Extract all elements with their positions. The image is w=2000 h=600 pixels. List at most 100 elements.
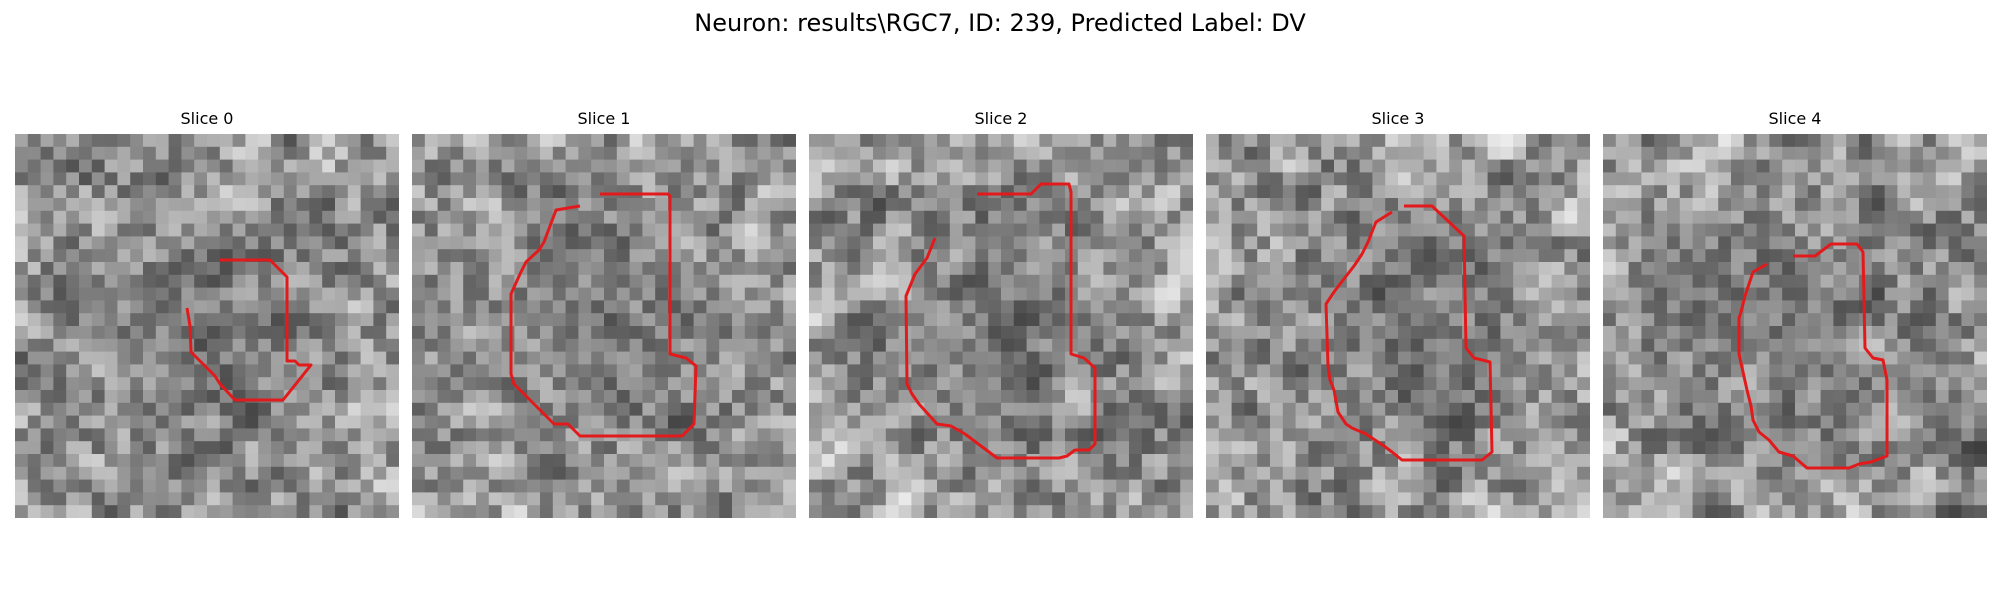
pixel bbox=[1935, 338, 1950, 353]
pixel bbox=[1423, 210, 1437, 225]
pixel bbox=[744, 313, 759, 327]
pixel bbox=[719, 249, 733, 263]
pixel bbox=[66, 428, 80, 442]
pixel bbox=[1692, 210, 1706, 225]
pixel bbox=[207, 249, 221, 263]
pixel bbox=[1141, 390, 1156, 404]
pixel bbox=[1346, 390, 1361, 404]
pixel bbox=[53, 198, 67, 212]
pixel bbox=[527, 287, 541, 301]
pixel bbox=[783, 159, 796, 173]
pixel bbox=[488, 390, 503, 404]
pixel bbox=[757, 210, 771, 225]
pixel bbox=[1718, 326, 1732, 340]
pixel bbox=[1410, 313, 1425, 327]
pixel bbox=[335, 338, 349, 353]
pixel bbox=[1500, 454, 1514, 468]
pixel bbox=[424, 390, 439, 404]
pixel bbox=[1052, 146, 1066, 161]
pixel bbox=[1807, 172, 1822, 186]
pixel bbox=[1769, 262, 1783, 276]
pixel bbox=[1948, 377, 1962, 391]
pixel bbox=[732, 428, 746, 442]
pixel bbox=[66, 159, 80, 173]
pixel bbox=[1346, 172, 1361, 186]
pixel bbox=[1487, 415, 1501, 429]
pixel bbox=[1615, 249, 1630, 263]
pixel bbox=[1077, 338, 1092, 353]
pixel bbox=[271, 466, 285, 481]
pixel bbox=[1282, 466, 1297, 481]
pixel bbox=[437, 249, 451, 263]
pixel bbox=[783, 466, 796, 481]
pixel bbox=[1039, 287, 1053, 301]
pixel bbox=[1718, 454, 1732, 468]
pixel bbox=[373, 428, 387, 442]
pixel bbox=[1871, 185, 1886, 199]
pixel bbox=[629, 351, 643, 365]
pixel bbox=[1577, 390, 1590, 404]
pixel bbox=[91, 236, 106, 250]
pixel bbox=[604, 326, 618, 340]
pixel bbox=[1372, 454, 1386, 468]
pixel bbox=[1474, 479, 1489, 493]
pixel bbox=[949, 351, 964, 365]
pixel bbox=[1129, 326, 1143, 340]
pixel bbox=[1129, 262, 1143, 276]
pixel bbox=[1705, 210, 1719, 225]
pixel bbox=[322, 172, 336, 186]
pixel bbox=[1820, 134, 1834, 148]
pixel bbox=[347, 415, 362, 429]
pixel bbox=[309, 441, 323, 455]
pixel bbox=[1013, 159, 1028, 173]
pixel bbox=[591, 415, 605, 429]
slice-0-title: Slice 0 bbox=[180, 109, 234, 128]
pixel bbox=[117, 390, 131, 404]
pixel bbox=[898, 223, 912, 237]
pixel bbox=[1141, 274, 1156, 289]
pixel bbox=[706, 236, 720, 250]
pixel bbox=[1795, 287, 1809, 301]
pixel bbox=[1257, 415, 1271, 429]
slice-0-pixels bbox=[15, 134, 399, 518]
pixel bbox=[1244, 134, 1258, 148]
pixel bbox=[1948, 172, 1962, 186]
pixel bbox=[1731, 236, 1745, 250]
pixel bbox=[437, 505, 451, 518]
pixel bbox=[962, 172, 976, 186]
pixel bbox=[1577, 364, 1590, 378]
pixel bbox=[476, 454, 490, 468]
pixel bbox=[322, 134, 336, 148]
pixel bbox=[271, 172, 285, 186]
pixel bbox=[1833, 479, 1847, 493]
pixel bbox=[1859, 262, 1873, 276]
pixel bbox=[117, 185, 131, 199]
pixel bbox=[616, 492, 631, 506]
pixel bbox=[1807, 377, 1822, 391]
pixel bbox=[1667, 249, 1681, 263]
pixel bbox=[1231, 300, 1245, 314]
pixel bbox=[130, 428, 144, 442]
pixel bbox=[1270, 223, 1284, 237]
pixel bbox=[629, 249, 643, 263]
pixel bbox=[527, 146, 541, 161]
pixel bbox=[1910, 441, 1924, 455]
pixel bbox=[1833, 287, 1847, 301]
pixel bbox=[1039, 146, 1053, 161]
pixel bbox=[1001, 454, 1015, 468]
pixel bbox=[1603, 390, 1617, 404]
pixel bbox=[860, 249, 874, 263]
pixel bbox=[1116, 134, 1130, 148]
pixel bbox=[1961, 402, 1975, 417]
pixel bbox=[40, 479, 54, 493]
pixel bbox=[1359, 326, 1373, 340]
pixel bbox=[834, 262, 848, 276]
pixel bbox=[1551, 326, 1565, 340]
pixel bbox=[962, 236, 976, 250]
pixel bbox=[1141, 236, 1156, 250]
pixel bbox=[1961, 274, 1975, 289]
pixel bbox=[975, 377, 989, 391]
pixel bbox=[15, 454, 29, 468]
pixel bbox=[834, 428, 848, 442]
pixel bbox=[1052, 479, 1066, 493]
